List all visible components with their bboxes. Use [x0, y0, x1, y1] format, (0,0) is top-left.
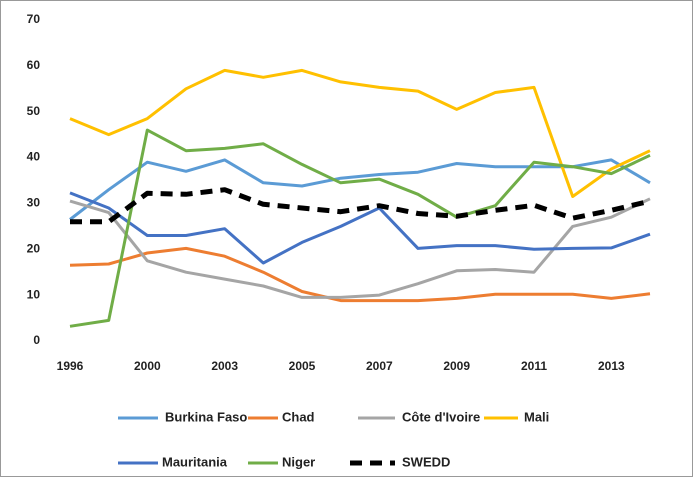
- x-tick-label: 1996: [57, 359, 84, 373]
- series-line: [69, 191, 651, 265]
- y-tick-label: 0: [33, 333, 40, 347]
- y-tick-label: 10: [27, 287, 41, 301]
- legend-label: Mauritania: [162, 454, 228, 469]
- y-tick-label: 30: [27, 196, 41, 210]
- x-tick-label: 2011: [521, 359, 547, 373]
- legend-label: Mali: [524, 409, 549, 424]
- x-tick-label: 2000: [134, 359, 161, 373]
- legend-label: SWEDD: [402, 454, 450, 469]
- y-tick-label: 40: [27, 150, 41, 164]
- legend-label: Niger: [282, 454, 315, 469]
- series-line: [69, 68, 651, 198]
- legend-label: Chad: [282, 409, 315, 424]
- series-line: [69, 158, 651, 221]
- legend-label: Burkina Faso: [165, 409, 247, 424]
- series-line: [69, 246, 651, 303]
- y-tick-label: 70: [27, 12, 41, 26]
- x-tick-label: 2005: [289, 359, 316, 373]
- series-line: [69, 128, 651, 328]
- x-tick-label: 2009: [443, 359, 470, 373]
- y-tick-label: 50: [27, 104, 41, 118]
- y-tick-label: 60: [27, 58, 41, 72]
- legend-label: Côte d'Ivoire: [402, 409, 480, 424]
- x-tick-label: 2013: [598, 359, 625, 373]
- y-tick-label: 20: [27, 241, 41, 255]
- x-tick-label: 2003: [211, 359, 238, 373]
- x-tick-label: 2007: [366, 359, 393, 373]
- series-line: [70, 187, 651, 225]
